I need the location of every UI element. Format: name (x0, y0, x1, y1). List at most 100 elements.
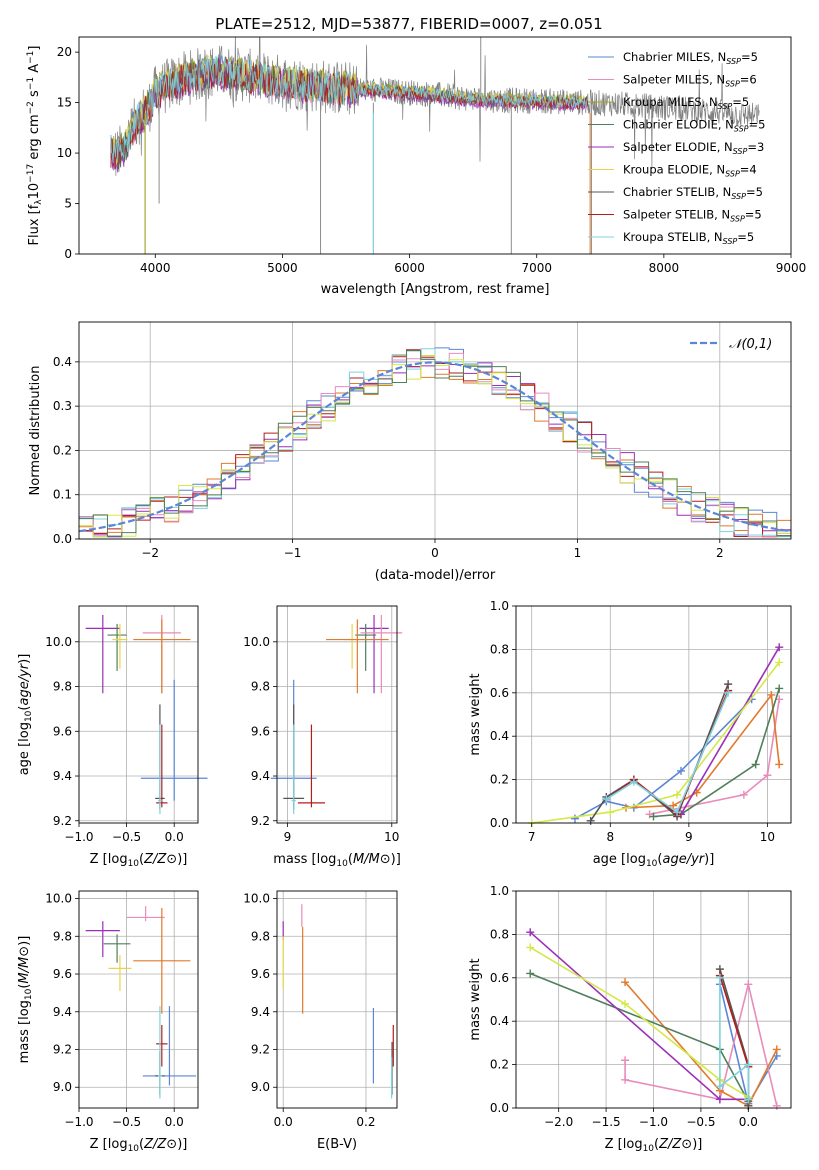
y-tick-label: 15 (57, 96, 72, 110)
x-axis-label: (data-model)/error (375, 568, 496, 583)
y-tick-label: 9.4 (251, 769, 270, 783)
legend-entry: Salpeter STELIB, NSSP=5 (623, 208, 762, 224)
y-axis-label: mass weight (468, 958, 483, 1040)
x-tick-label: 9000 (776, 261, 807, 275)
x-tick-label: −0.5 (112, 1115, 141, 1129)
series-marker (772, 1045, 781, 1054)
x-axis-label: wavelength [Angstrom, rest frame] (321, 282, 550, 297)
y-tick-label: 0.2 (53, 443, 72, 457)
series-marker (775, 684, 784, 693)
x-tick-label: −2.0 (544, 1115, 573, 1129)
x-tick-label: −1.5 (592, 1115, 621, 1129)
x-tick-label: −0.5 (686, 1115, 715, 1129)
series-line (719, 977, 750, 1100)
series-marker (621, 1075, 630, 1084)
series-marker (669, 801, 678, 810)
legend-entry: Kroupa ELODIE, NSSP=4 (623, 163, 757, 179)
x-tick-label: 0 (431, 546, 439, 560)
x-axis-label: E(B-V) (317, 1137, 357, 1152)
axes-frame (78, 321, 792, 540)
age_vs_mass-panel: 9 10 9.2 9.4 9.6 9.8 10.0 mass [log10(M/M⊙)] (243, 605, 403, 869)
series-marker (629, 777, 638, 786)
y-tick-label: 20 (57, 45, 72, 59)
y-tick-label: 1.0 (490, 884, 509, 898)
x-tick-label: −1.0 (639, 1115, 668, 1129)
y-tick-label: 0.4 (490, 1014, 509, 1028)
y-tick-label: 9.2 (53, 814, 72, 828)
y-tick-label: 9.6 (53, 967, 72, 981)
series-marker (673, 808, 682, 817)
series-marker (724, 688, 733, 697)
y-tick-label: 10.0 (45, 635, 72, 649)
x-tick-label: 8000 (649, 261, 680, 275)
residuals-plot-area (79, 347, 791, 538)
y-tick-label: 0.2 (490, 773, 509, 787)
x-tick-label: 2 (716, 546, 724, 560)
series-line (529, 946, 749, 1098)
x-tick-label: −1 (284, 546, 302, 560)
series-marker (621, 999, 630, 1008)
series-marker (775, 643, 784, 652)
page-title: PLATE=2512, MJD=53877, FIBERID=0007, z=0… (215, 15, 602, 33)
legend-entry: Salpeter ELODIE, NSSP=3 (623, 140, 764, 156)
legend-entry: 𝒩(0,1) (729, 337, 772, 352)
residuals-panel: −2 −1 0 1 2 0.0 0.1 0.2 0.3 0.4 (data-model)/error… (28, 321, 792, 583)
x-tick-label: 0.0 (274, 1115, 293, 1129)
mass_vs_Z-panel: −1.0 −0.5 0.0 9.0 9.2 9.4 9.6 9.8 10.0 Z [log10(Z… (17, 890, 199, 1154)
y-axis-label: mass weight (468, 673, 483, 755)
y-tick-label: 9.8 (251, 680, 270, 694)
x-axis-label: Z [log10(Z/Z⊙)] (605, 1137, 703, 1154)
x-tick-label: 7000 (521, 261, 552, 275)
y-tick-label: 0.0 (53, 532, 72, 546)
legend-entry: Chabrier MILES, NSSP=5 (623, 50, 758, 66)
axes-frame (78, 36, 792, 255)
y-tick-label: 0.2 (490, 1058, 509, 1072)
x-axis-label: Z [log10(Z/Z⊙)] (90, 1137, 188, 1154)
x-tick-label: −1.0 (64, 1115, 93, 1129)
y-tick-label: 9.4 (251, 1005, 270, 1019)
y-tick-label: 9.6 (251, 967, 270, 981)
weight_vs_Z-panel: −2.0 −1.5 −1.0 −0.5 0.0 0.0 0.2 0.4 0.6 0.8 1.0 Z [… (468, 884, 792, 1154)
x-axis-label: age [log10(age/yr)] (593, 852, 715, 869)
spectrum-legend: Chabrier MILES, NSSP=5 Salpeter MILES, NS… (588, 50, 765, 246)
series-marker (744, 1095, 753, 1104)
residual-histogram-7 (79, 350, 791, 537)
y-tick-label: 5 (64, 197, 72, 211)
y-tick-label: 0.0 (490, 816, 509, 830)
y-tick-label: 9.4 (53, 769, 72, 783)
axes-frame (276, 890, 398, 1109)
y-tick-label: 9.2 (251, 1043, 270, 1057)
series-marker (763, 771, 772, 780)
x-tick-label: 0.0 (165, 830, 184, 844)
axes-frame (515, 605, 792, 824)
y-tick-label: 9.6 (53, 724, 72, 738)
legend-entry: Kroupa STELIB, NSSP=5 (623, 230, 754, 246)
series-marker (775, 658, 784, 667)
y-tick-label: 9.0 (53, 1080, 72, 1094)
series-marker (621, 978, 630, 987)
axes-frame (515, 890, 792, 1109)
x-tick-label: −0.5 (112, 830, 141, 844)
model-spectrum-8 (110, 55, 588, 164)
y-tick-label: 0 (64, 247, 72, 261)
x-axis-label: mass [log10(M/M⊙)] (273, 852, 401, 869)
series-marker (739, 790, 748, 799)
spectrum-panel: 4000 5000 6000 7000 8000 9000 0 5 10 15 20 waveleng… (26, 36, 807, 297)
legend-entry: Kroupa MILES, NSSP=5 (623, 95, 749, 111)
series-marker (621, 1056, 630, 1065)
y-tick-label: 9.2 (53, 1043, 72, 1057)
series-marker (715, 1082, 724, 1091)
y-axis-label: Normed distribution (28, 366, 43, 496)
legend-entry: Salpeter MILES, NSSP=6 (623, 73, 757, 89)
y-tick-label: 0.1 (53, 488, 72, 502)
series-marker (677, 766, 685, 775)
y-tick-label: 9.2 (251, 814, 270, 828)
x-tick-label: 7 (528, 830, 536, 844)
y-tick-label: 9.8 (53, 680, 72, 694)
y-tick-label: 1.0 (490, 599, 509, 613)
x-tick-label: −2 (141, 546, 159, 560)
series-marker (772, 1101, 781, 1110)
y-axis-label: age [log10(age/yr)] (17, 654, 34, 776)
y-tick-label: 9.6 (251, 724, 270, 738)
axes-frame (276, 605, 398, 824)
